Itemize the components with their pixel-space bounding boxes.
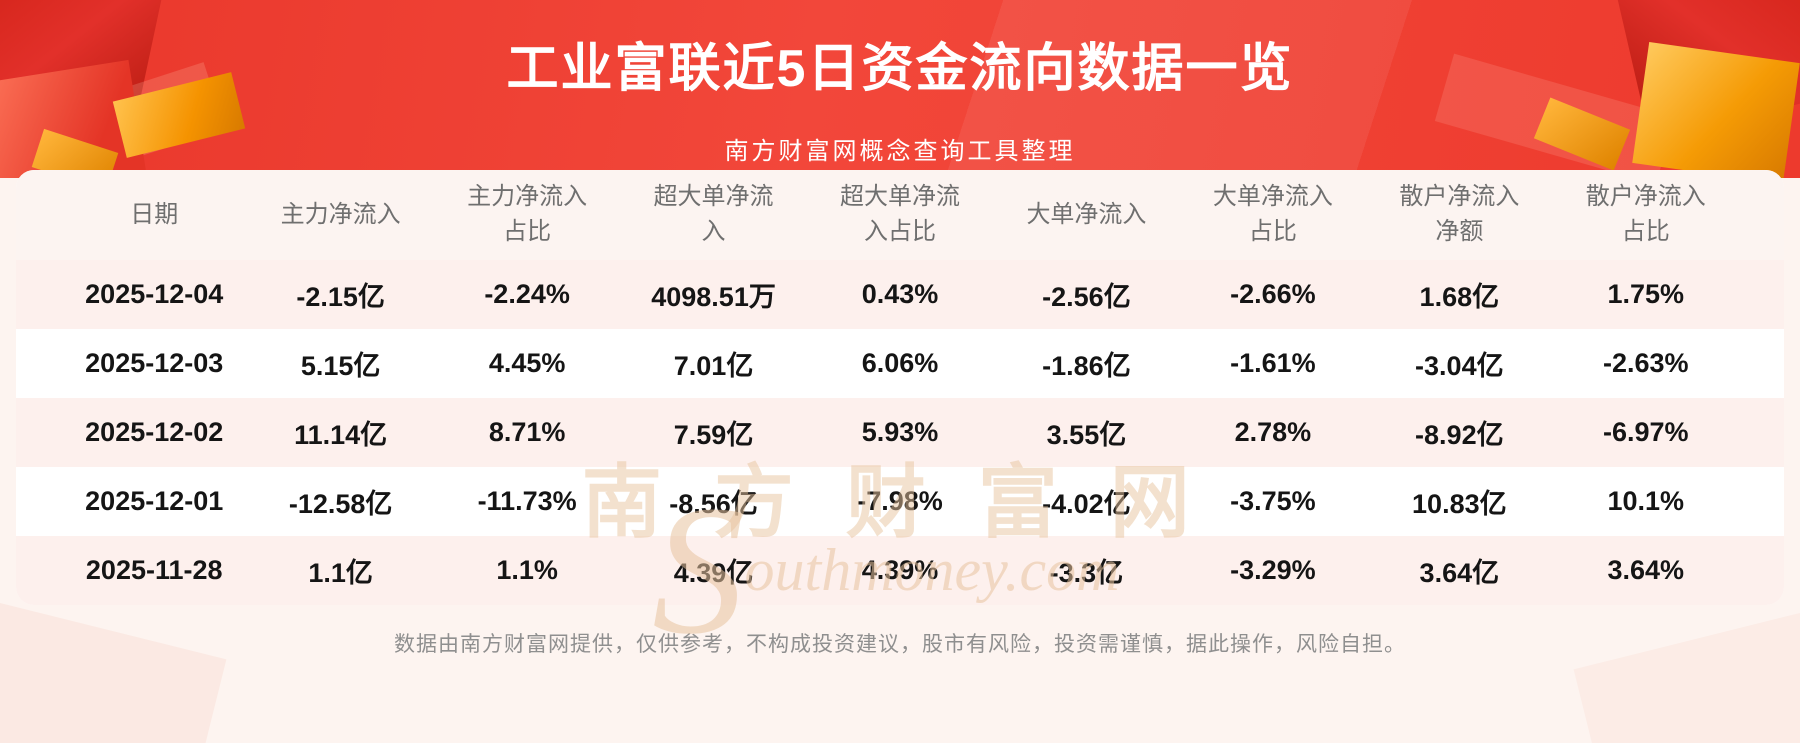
value-cell: -2.63% [1602, 348, 1689, 378]
column-header: 超大单净流入 [653, 183, 774, 245]
date-cell: 2025-12-01 [85, 486, 224, 516]
column-header: 超大单净流入占比 [839, 183, 960, 245]
page-subtitle: 南方财富网概念查询工具整理 [724, 138, 1076, 165]
bottom-right-decoration [1573, 601, 1800, 743]
value-cell: 3.64% [1607, 555, 1685, 585]
value-cell: 1.1亿 [308, 558, 373, 588]
table-body: 2025-12-04 -2.15亿 -2.24% 4098.51万 0.43% -2.56… [16, 260, 1784, 605]
value-cell: 8.71% [488, 417, 566, 447]
value-cell: -3.75% [1230, 486, 1316, 516]
value-cell: -8.92亿 [1415, 420, 1504, 450]
value-cell: 1.75% [1607, 279, 1685, 309]
table-row: 2025-11-28 1.1亿 1.1% 4.39亿 4.39% -3.3亿 -3.29% 3… [16, 536, 1784, 605]
value-cell: -2.56亿 [1042, 282, 1131, 312]
value-cell: -3.3亿 [1049, 558, 1124, 588]
value-cell: -2.66% [1230, 279, 1316, 309]
table-row: 2025-12-01 -12.58亿 -11.73% -8.56亿 -7.98% -4.0… [16, 467, 1784, 536]
column-header: 日期 [130, 200, 179, 228]
disclaimer-text: 数据由南方财富网提供，仅供参考，不构成投资建议，股市有风险，投资需谨慎，据此操作… [394, 633, 1406, 656]
value-cell: 11.14亿 [294, 420, 388, 450]
value-cell: 2.78% [1234, 417, 1312, 447]
value-cell: 6.06% [861, 348, 939, 378]
value-cell: -1.61% [1230, 348, 1316, 378]
table-row: 2025-12-03 5.15亿 4.45% 7.01亿 6.06% -1.86亿 -1.6… [16, 329, 1784, 398]
bottom-left-decoration [0, 591, 227, 743]
value-cell: 5.93% [861, 417, 939, 447]
value-cell: 0.43% [861, 279, 939, 309]
value-cell: 4098.51万 [651, 282, 776, 312]
value-cell: 7.59亿 [673, 420, 754, 450]
value-cell: -3.04亿 [1415, 351, 1504, 381]
fund-flow-table: 日期 主力净流入 主力净流入占比 超大单净流入 超大单净流入占比 大单净流入 大单净流入占比… [16, 170, 1784, 605]
page-title: 工业富联近5日资金流向数据一览 [506, 40, 1294, 98]
column-header: 大单净流入占比 [1212, 183, 1333, 245]
value-cell: -2.24% [484, 279, 570, 309]
value-cell: -1.86亿 [1042, 351, 1131, 381]
value-cell: 5.15亿 [300, 351, 381, 381]
value-cell: -7.98% [857, 486, 943, 516]
value-cell: -12.58亿 [288, 489, 393, 519]
column-header: 大单净流入 [1026, 200, 1147, 228]
value-cell: 10.83亿 [1412, 489, 1507, 519]
value-cell: -3.29% [1230, 555, 1316, 585]
value-cell: 10.1% [1607, 486, 1685, 516]
value-cell: 4.39% [861, 555, 939, 585]
column-header: 主力净流入 [280, 200, 401, 228]
column-header: 主力净流入占比 [467, 183, 588, 245]
value-cell: 3.55亿 [1046, 420, 1127, 450]
value-cell: 4.39亿 [673, 558, 754, 588]
table-header-row: 日期 主力净流入 主力净流入占比 超大单净流入 超大单净流入占比 大单净流入 大单净流入占比… [16, 170, 1784, 260]
column-header: 散户净流入净额 [1399, 183, 1520, 245]
value-cell: 1.1% [496, 555, 558, 585]
value-cell: -11.73% [477, 486, 577, 516]
column-header: 散户净流入占比 [1585, 183, 1706, 245]
header-banner: 工业富联近5日资金流向数据一览 南方财富网概念查询工具整理 [0, 0, 1800, 178]
value-cell: -2.15亿 [296, 282, 385, 312]
date-cell: 2025-12-03 [85, 348, 224, 378]
value-cell: -8.56亿 [669, 489, 758, 519]
date-cell: 2025-11-28 [85, 555, 223, 585]
table-row: 2025-12-02 11.14亿 8.71% 7.59亿 5.93% 3.55亿 2.78… [16, 398, 1784, 467]
value-cell: 4.45% [488, 348, 566, 378]
date-cell: 2025-12-02 [85, 417, 224, 447]
date-cell: 2025-12-04 [85, 279, 224, 309]
value-cell: -6.97% [1602, 417, 1689, 447]
value-cell: 3.64亿 [1419, 558, 1500, 588]
value-cell: 7.01亿 [673, 351, 754, 381]
table-row: 2025-12-04 -2.15亿 -2.24% 4098.51万 0.43% -2.56… [16, 260, 1784, 329]
value-cell: 1.68亿 [1419, 282, 1500, 312]
value-cell: -4.02亿 [1042, 489, 1131, 519]
